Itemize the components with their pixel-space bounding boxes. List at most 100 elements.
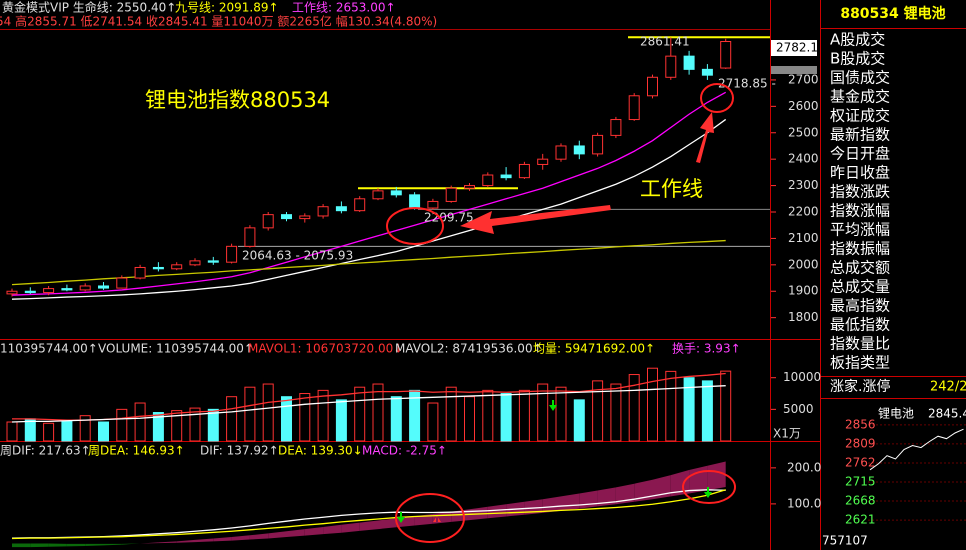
menu-item: 指数涨幅 — [830, 202, 890, 220]
y-tick-label: 2100 — [788, 231, 819, 245]
volume-bar — [61, 420, 73, 442]
y-tick-label: 2400 — [788, 152, 819, 166]
volume-bar — [573, 399, 585, 442]
menu-item: A股成交 — [830, 31, 885, 49]
ma-line — [11, 118, 727, 300]
volume-bar — [592, 380, 604, 442]
menu-item: 指数涨跌 — [830, 183, 890, 201]
y-tick-label: 100.0 — [787, 496, 821, 510]
candle-body — [500, 174, 512, 179]
volume-bar — [610, 383, 622, 442]
week-area — [12, 543, 31, 548]
candle-body — [647, 76, 658, 97]
candle-body — [152, 266, 164, 270]
volume-bar — [464, 396, 475, 442]
last-price: 2782.1 — [776, 41, 818, 55]
menu-item: 权证成交 — [830, 107, 890, 125]
candle-body — [573, 145, 585, 155]
candle-body — [207, 260, 219, 263]
menu-item: 最低指数 — [830, 316, 890, 334]
legend-item: MAVOL2: 87419536.00↑ — [395, 342, 543, 356]
volume-bar — [299, 393, 311, 442]
volume-bar — [445, 386, 457, 442]
volume-bar — [628, 374, 640, 442]
mavol-line — [12, 372, 726, 421]
legend-item: MAVOL1: 106703720.00↓ — [248, 342, 403, 356]
unit-label: X1万 — [773, 427, 801, 441]
legend-item: VOLUME: 110395744.00↑ — [98, 342, 254, 356]
volume-bar — [79, 415, 91, 442]
legend-item: 周DEA: 146.93↑ — [88, 444, 185, 458]
volume-bar — [24, 418, 36, 442]
candle-body — [299, 215, 311, 220]
y-tick-label: 2668 — [845, 494, 876, 508]
week-area — [542, 496, 561, 513]
volume-bar — [244, 386, 256, 442]
week-area — [176, 539, 195, 543]
candle-body — [244, 227, 256, 247]
legend-item: 换手: 3.93↑ — [672, 342, 741, 356]
volume-bar — [537, 383, 549, 442]
candle-body — [665, 55, 677, 78]
signal — [549, 400, 557, 411]
volume-bar — [354, 386, 366, 442]
menu-item: 指数振幅 — [830, 240, 890, 258]
volume-bar — [335, 399, 347, 442]
footer-ratio: 242/2 — [930, 380, 966, 395]
candle-body — [372, 190, 384, 200]
candle-body — [409, 194, 421, 209]
week-area — [286, 529, 305, 538]
header-text: 工作线: 2653.00↑ — [292, 1, 396, 15]
volume-bar — [720, 370, 732, 442]
volume-bar — [683, 377, 695, 442]
week-area — [304, 526, 324, 536]
mini-name: 锂电池 — [878, 406, 914, 421]
volume-bar — [555, 386, 567, 442]
volume-bar — [6, 421, 18, 442]
mini-line — [869, 428, 964, 471]
annotation: 工作线 — [640, 177, 703, 201]
candle-body — [464, 185, 475, 189]
candle-body — [262, 214, 274, 229]
volume-bar — [207, 408, 219, 442]
price-label: 2209.75 — [424, 211, 474, 225]
volume-bar — [665, 370, 677, 442]
menu-item: 指数量比 — [830, 335, 890, 353]
candle-body — [226, 245, 238, 263]
week-area — [341, 522, 360, 533]
candle-body — [482, 174, 494, 187]
candle-body — [171, 264, 183, 270]
week-area — [85, 543, 104, 547]
candle-body — [134, 266, 146, 279]
menu-item: B股成交 — [830, 50, 885, 68]
mini-volume: 757107 — [822, 534, 868, 548]
candle-body — [281, 214, 292, 220]
legend-item: 110395744.00↑ — [0, 342, 98, 356]
y-tick-label: 2700 — [788, 72, 819, 86]
price-label: 2861.41 — [640, 35, 690, 49]
candle-body — [445, 187, 457, 202]
candle-body — [61, 288, 73, 291]
dea-line — [11, 489, 726, 540]
menu-item: 今日开盘 — [830, 145, 890, 163]
candle-body — [555, 145, 567, 160]
candle-body — [116, 277, 128, 289]
menu-item: 最新指数 — [830, 126, 890, 144]
week-area — [359, 520, 378, 531]
week-area — [30, 543, 49, 548]
week-area — [323, 524, 342, 535]
menu-item: 板指类型 — [830, 354, 890, 372]
volume-bar — [43, 422, 55, 442]
volume-bar — [390, 396, 402, 442]
week-area — [268, 531, 287, 539]
y-tick-label: 2300 — [788, 178, 819, 192]
price-box — [771, 66, 817, 74]
candle-body — [98, 285, 109, 289]
week-area — [487, 504, 507, 519]
y-tick-label: 2856 — [845, 417, 876, 431]
week-area — [689, 465, 708, 494]
y-tick-label: 5000 — [783, 402, 814, 416]
week-area — [213, 537, 232, 542]
legend-item: 周DIF: 217.63↑ — [0, 444, 91, 458]
chart-title: 锂电池指数880534 — [145, 88, 330, 112]
